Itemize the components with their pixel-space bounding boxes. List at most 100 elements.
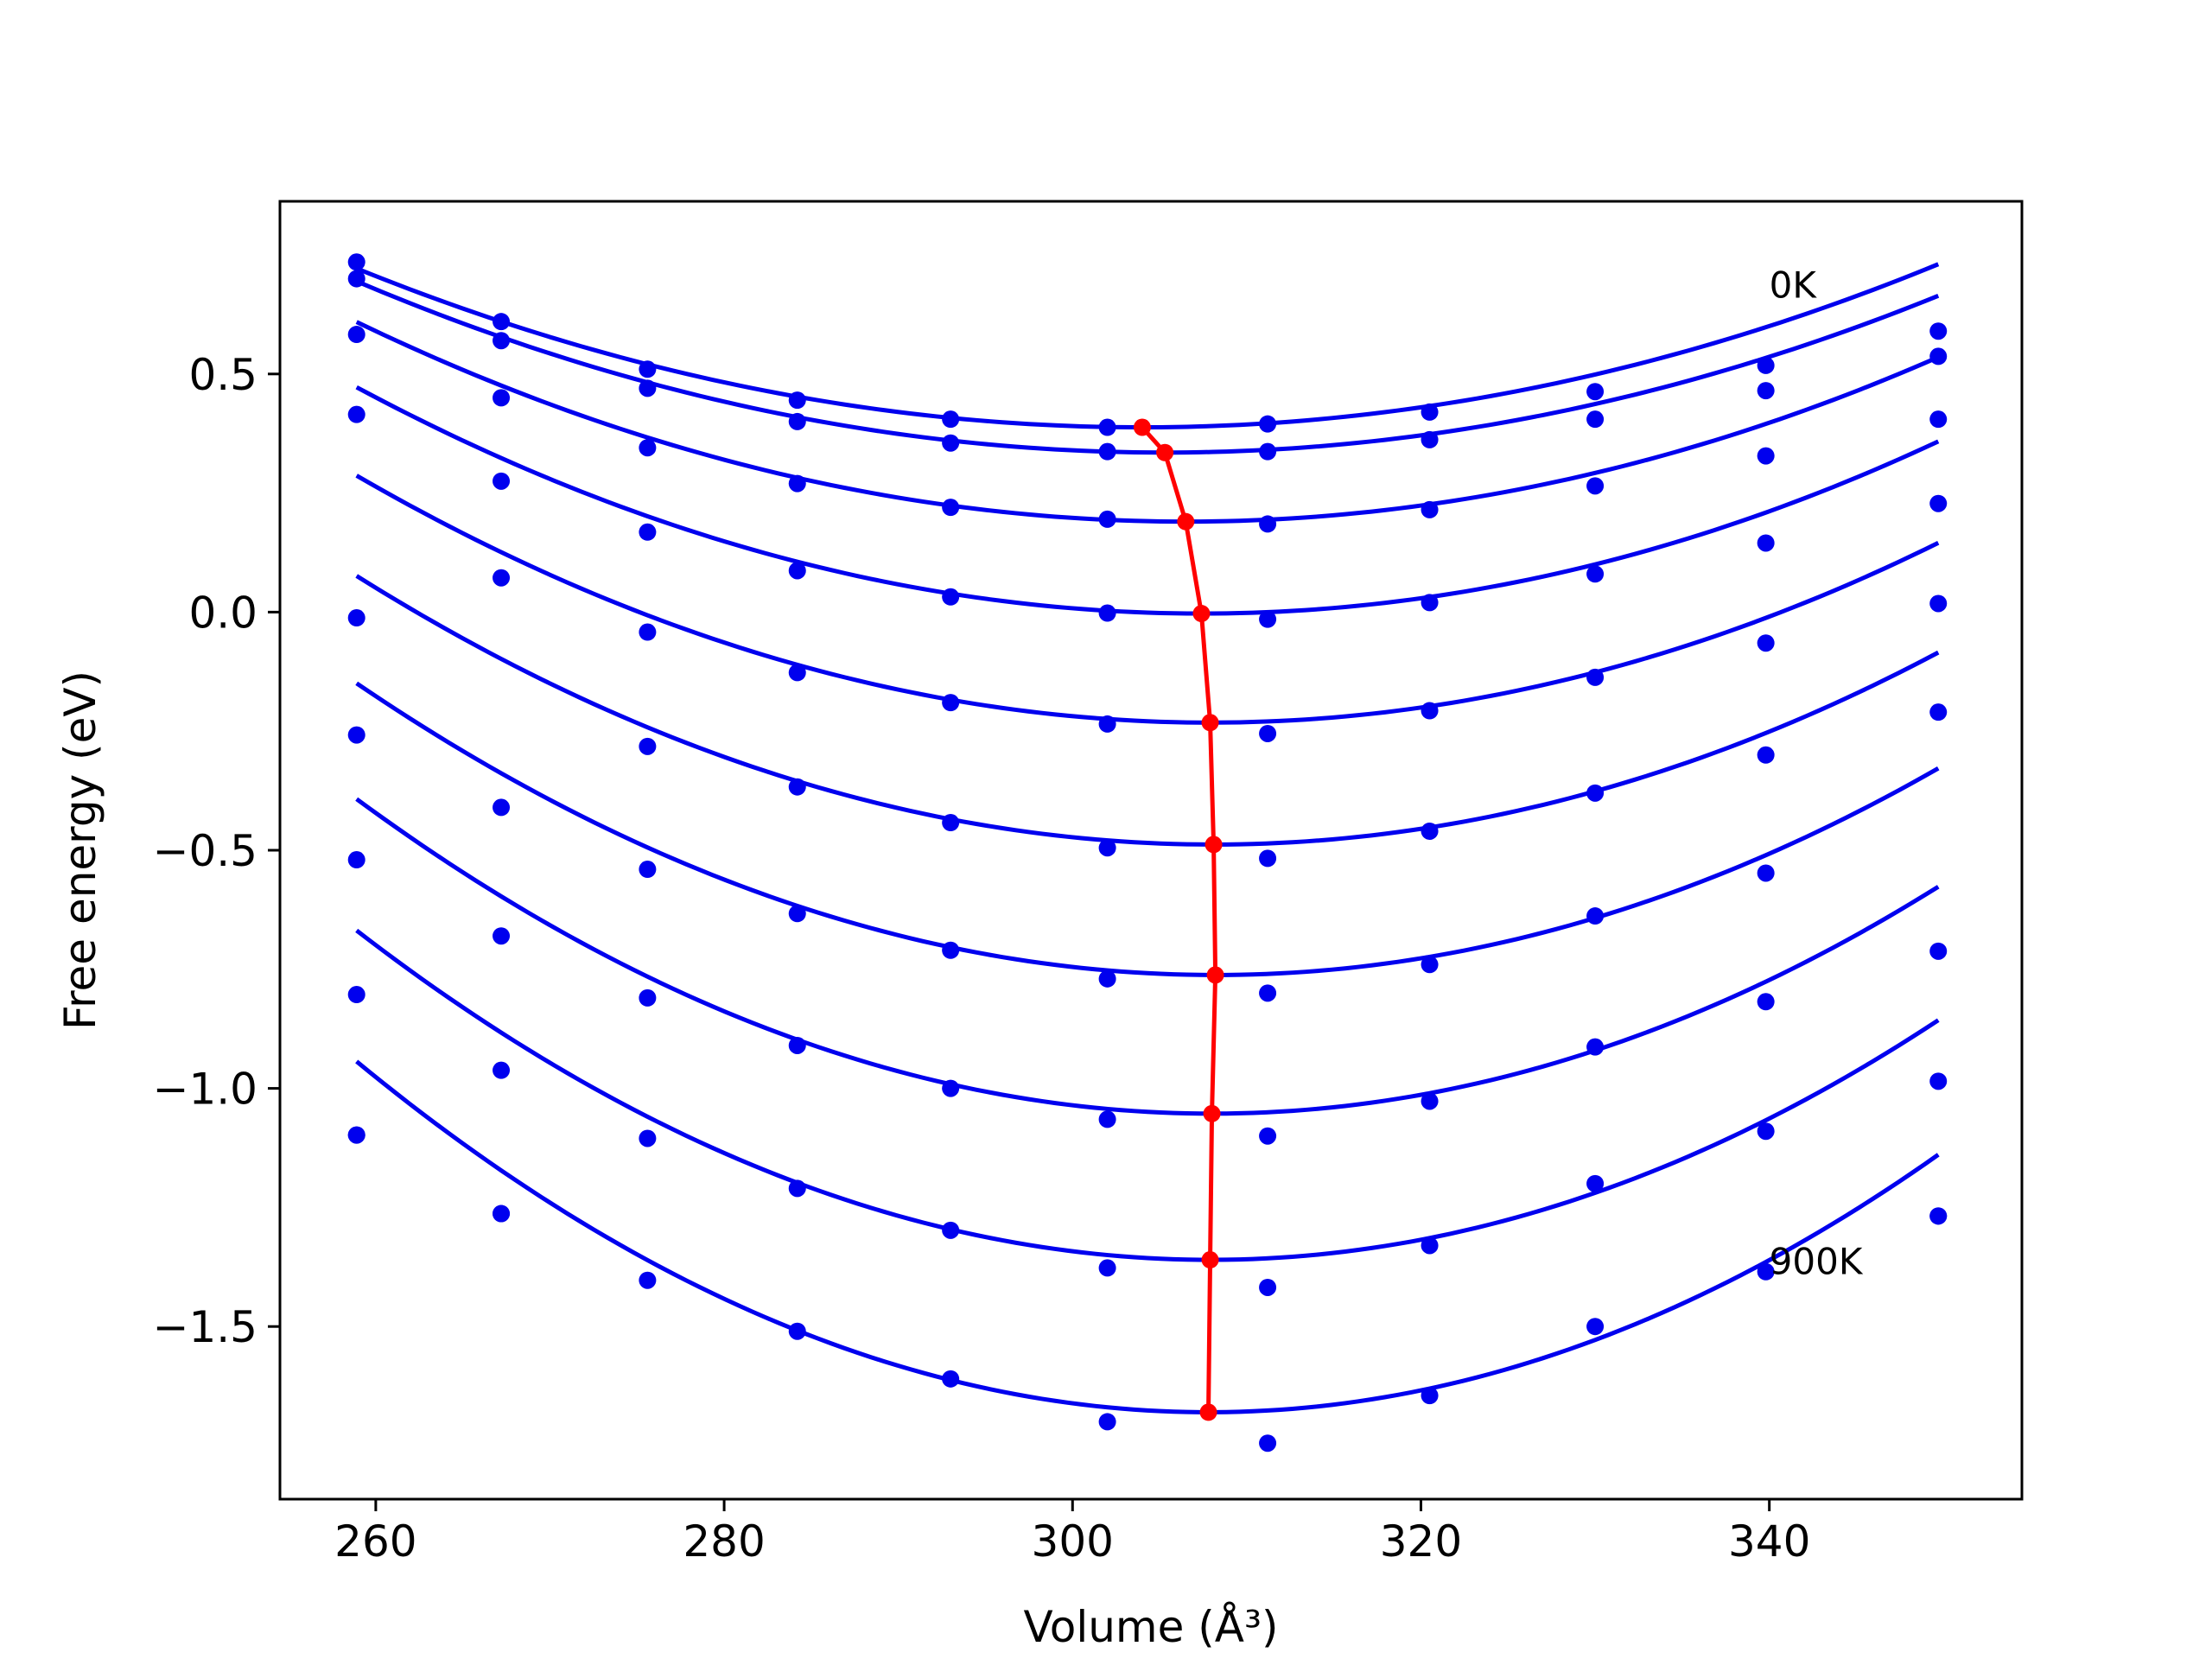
- data-point-0-1: [493, 313, 511, 331]
- plot-area: [347, 253, 1948, 1452]
- data-point-3-8: [1586, 565, 1605, 583]
- y-tick-label-1: 0.0: [188, 588, 257, 638]
- data-point-5-8: [1586, 784, 1605, 802]
- data-point-9-2: [639, 1271, 657, 1289]
- data-point-9-5: [1098, 1413, 1116, 1431]
- data-point-7-4: [942, 1079, 960, 1097]
- data-point-6-5: [1098, 969, 1116, 988]
- y-tick-label-4: −1.5: [153, 1302, 257, 1352]
- minimum-point-6: [1206, 966, 1224, 984]
- data-point-9-10: [1929, 1207, 1948, 1225]
- minimum-point-3: [1192, 605, 1211, 623]
- data-point-0-4: [942, 410, 960, 429]
- data-point-2-5: [1098, 510, 1116, 528]
- data-point-2-7: [1421, 500, 1439, 518]
- data-point-0-0: [347, 253, 365, 271]
- data-point-4-4: [942, 694, 960, 712]
- data-point-3-3: [788, 562, 806, 580]
- data-point-2-2: [639, 439, 657, 457]
- data-point-8-7: [1421, 1236, 1439, 1255]
- fit-curve-9: [355, 1059, 1940, 1414]
- fit-curve-3: [355, 385, 1940, 616]
- data-point-6-6: [1259, 984, 1277, 1002]
- data-point-8-2: [639, 1129, 657, 1147]
- data-point-7-3: [788, 1036, 806, 1054]
- minimum-point-9: [1199, 1403, 1217, 1421]
- data-point-9-8: [1586, 1318, 1605, 1336]
- data-point-6-0: [347, 851, 365, 869]
- data-point-7-6: [1259, 1127, 1277, 1145]
- x-tick-label-3: 320: [1380, 1516, 1462, 1567]
- data-point-5-3: [788, 778, 806, 796]
- data-point-3-9: [1757, 534, 1775, 552]
- data-point-5-7: [1421, 822, 1439, 840]
- data-point-2-9: [1757, 447, 1775, 465]
- data-point-5-10: [1929, 703, 1948, 721]
- data-point-2-8: [1586, 477, 1605, 495]
- data-point-7-7: [1421, 1092, 1439, 1110]
- data-point-9-3: [788, 1322, 806, 1340]
- fit-curve-4: [355, 474, 1940, 725]
- data-point-5-6: [1259, 849, 1277, 868]
- minimum-point-2: [1177, 512, 1195, 531]
- data-point-1-8: [1586, 410, 1605, 429]
- data-point-0-8: [1586, 383, 1605, 401]
- data-point-6-9: [1757, 864, 1775, 882]
- data-point-9-7: [1421, 1387, 1439, 1405]
- data-point-4-0: [347, 609, 365, 627]
- data-point-5-5: [1098, 839, 1116, 857]
- data-point-4-1: [493, 569, 511, 587]
- data-point-1-7: [1421, 430, 1439, 448]
- data-point-4-8: [1586, 668, 1605, 686]
- data-point-0-5: [1098, 418, 1116, 436]
- fit-curve-8: [355, 928, 1940, 1262]
- data-point-2-6: [1259, 515, 1277, 533]
- data-point-5-1: [493, 798, 511, 817]
- data-point-8-8: [1586, 1174, 1605, 1192]
- data-point-0-3: [788, 391, 806, 410]
- data-point-4-2: [639, 623, 657, 641]
- data-point-5-0: [347, 726, 365, 744]
- data-point-2-4: [942, 499, 960, 517]
- data-point-9-9: [1757, 1262, 1775, 1281]
- minimum-point-1: [1156, 443, 1174, 461]
- data-point-4-6: [1259, 724, 1277, 742]
- data-point-2-0: [347, 326, 365, 344]
- annotation-0k: 0K: [1770, 264, 1818, 307]
- data-point-5-4: [942, 814, 960, 832]
- data-point-2-10: [1929, 410, 1948, 429]
- data-point-1-1: [493, 332, 511, 350]
- data-point-8-5: [1098, 1259, 1116, 1277]
- data-point-7-1: [493, 1061, 511, 1079]
- x-tick-label-2: 300: [1032, 1516, 1114, 1567]
- data-point-8-4: [942, 1221, 960, 1239]
- data-point-6-1: [493, 927, 511, 945]
- data-point-2-1: [493, 389, 511, 407]
- data-point-5-9: [1757, 746, 1775, 764]
- data-point-1-10: [1929, 347, 1948, 365]
- x-tick-label-0: 260: [334, 1516, 416, 1567]
- data-point-9-6: [1259, 1434, 1277, 1452]
- fit-curve-2: [355, 320, 1940, 524]
- data-point-7-5: [1098, 1110, 1116, 1128]
- x-axis-label: Volume (Å³): [1023, 1602, 1278, 1652]
- data-point-3-0: [347, 405, 365, 423]
- data-point-0-10: [1929, 322, 1948, 340]
- x-tick-label-4: 340: [1728, 1516, 1810, 1567]
- data-point-6-3: [788, 905, 806, 923]
- minimum-point-5: [1205, 836, 1223, 854]
- y-tick-label-0: 0.5: [188, 350, 257, 400]
- data-point-4-7: [1421, 702, 1439, 720]
- data-point-7-8: [1586, 1038, 1605, 1056]
- data-point-1-5: [1098, 442, 1116, 461]
- data-point-1-9: [1757, 382, 1775, 400]
- data-point-7-9: [1757, 993, 1775, 1011]
- data-point-8-9: [1757, 1122, 1775, 1141]
- data-point-4-9: [1757, 634, 1775, 652]
- data-point-1-0: [347, 270, 365, 288]
- data-point-3-10: [1929, 494, 1948, 512]
- data-point-0-9: [1757, 356, 1775, 374]
- data-point-4-3: [788, 664, 806, 682]
- data-point-1-2: [639, 379, 657, 397]
